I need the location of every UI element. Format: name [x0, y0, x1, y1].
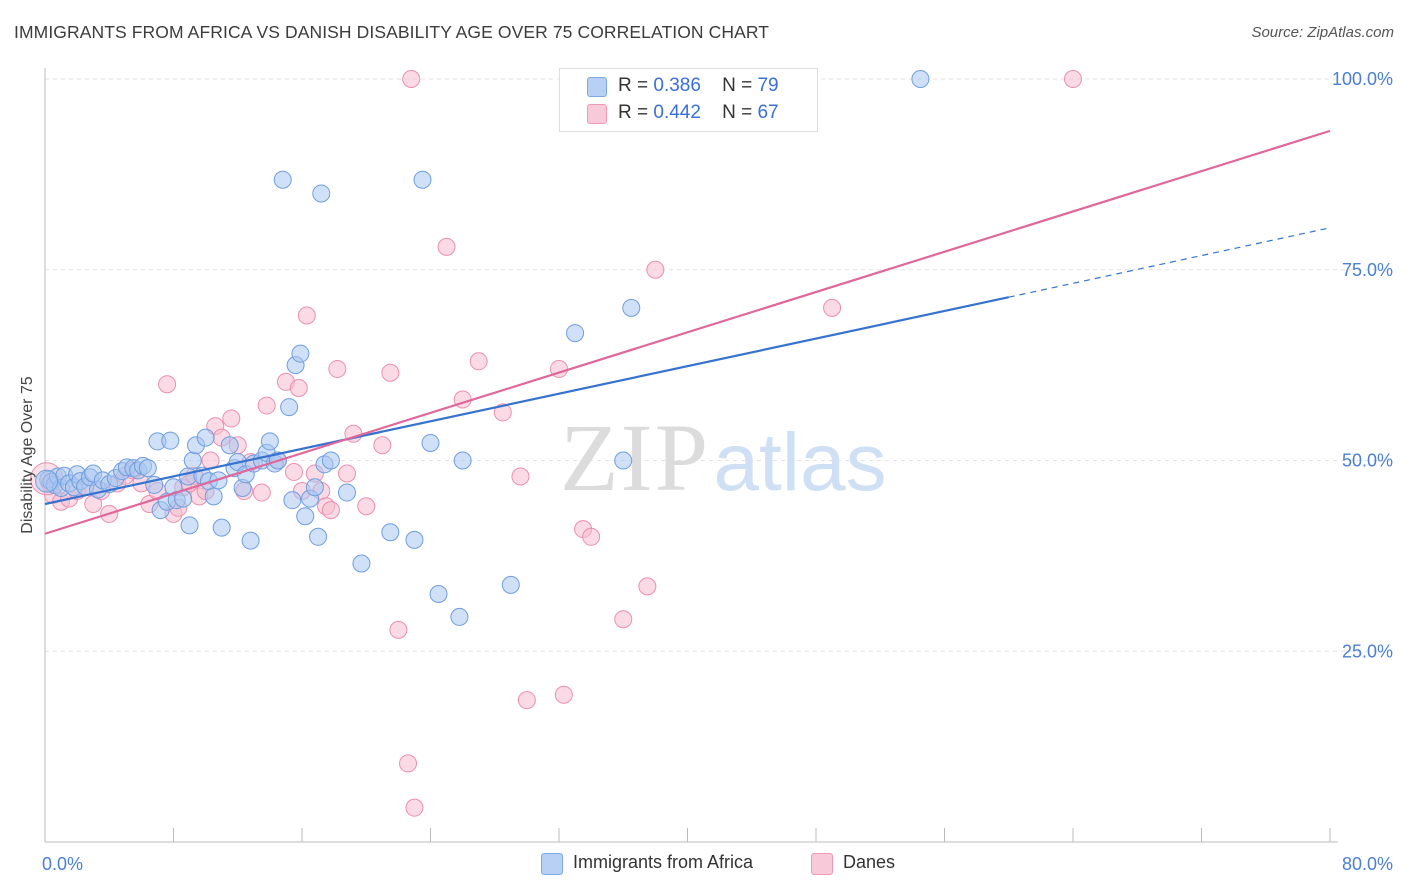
data-point-africa	[450, 607, 469, 626]
data-point-africa	[429, 585, 448, 604]
data-point-africa	[183, 451, 202, 470]
bottom-legend-label-danes: Danes	[843, 852, 896, 872]
data-point-danes	[381, 363, 400, 382]
data-point-africa	[352, 554, 371, 573]
trend-line-danes	[44, 129, 1331, 535]
data-point-africa	[312, 184, 331, 203]
data-point-danes	[222, 409, 241, 428]
data-point-africa	[413, 170, 432, 189]
bottom-legend-label-africa: Immigrants from Africa	[573, 852, 754, 872]
data-point-africa	[196, 428, 215, 447]
data-point-danes	[373, 436, 392, 455]
trend-lines	[44, 129, 1331, 535]
data-point-africa	[241, 531, 260, 550]
data-point-africa	[337, 483, 356, 502]
data-point-danes	[328, 359, 347, 378]
data-point-danes	[469, 352, 488, 371]
data-point-danes	[437, 237, 456, 256]
legend-r-label: R =	[618, 102, 649, 123]
data-point-danes	[389, 620, 408, 639]
data-point-africa	[321, 451, 340, 470]
watermark: ZIP atlas	[560, 404, 887, 511]
data-point-danes	[297, 306, 316, 325]
data-point-danes	[646, 260, 665, 279]
chart-source: Source: ZipAtlas.com	[1251, 24, 1394, 41]
data-point-africa	[204, 487, 223, 506]
watermark-zip: ZIP	[560, 404, 710, 511]
grid-lines	[45, 78, 1390, 652]
data-point-africa	[296, 507, 315, 526]
x-tick-label: 80.0%	[1342, 854, 1393, 874]
legend-n-label: N =	[722, 75, 753, 96]
data-point-africa	[614, 451, 633, 470]
africa-points	[35, 70, 930, 626]
data-point-africa	[381, 523, 400, 542]
data-point-danes	[257, 396, 276, 415]
data-point-danes	[638, 577, 657, 596]
legend-r-value: 0.386	[653, 75, 701, 96]
legend-r-value: 0.442	[653, 102, 701, 123]
data-point-danes	[284, 462, 303, 481]
data-point-danes	[823, 298, 842, 317]
data-point-danes	[554, 685, 573, 704]
data-point-africa	[566, 324, 585, 343]
data-point-africa	[405, 530, 424, 549]
data-point-africa	[309, 527, 328, 546]
data-point-africa	[35, 469, 59, 493]
data-point-africa	[453, 451, 472, 470]
legend-n-value: 67	[757, 102, 779, 123]
bottom-legend-swatch-africa	[541, 853, 563, 875]
y-tick-label: 50.0%	[1342, 451, 1393, 471]
data-point-danes	[357, 497, 376, 516]
chart-title: IMMIGRANTS FROM AFRICA VS DANISH DISABIL…	[14, 22, 770, 42]
watermark-atlas: atlas	[713, 417, 886, 508]
data-point-africa	[305, 478, 324, 497]
data-point-danes	[1064, 70, 1082, 88]
tick-labels: 100.0% 75.0% 50.0% 25.0% 0.0% 80.0%	[42, 69, 1393, 874]
data-point-danes	[402, 70, 421, 88]
legend-n-label: N =	[722, 102, 753, 123]
data-point-africa	[911, 70, 930, 88]
y-tick-label: 75.0%	[1342, 260, 1393, 280]
data-point-africa	[283, 491, 302, 510]
data-point-africa	[501, 575, 520, 594]
data-point-africa	[161, 431, 180, 450]
trend-line-africa	[44, 296, 1009, 506]
data-point-danes	[614, 610, 633, 629]
data-point-africa	[273, 170, 292, 189]
legend-n-value: 79	[757, 75, 779, 96]
trend-line-africa-extension	[1008, 227, 1331, 298]
data-point-danes	[493, 403, 512, 422]
axes	[44, 68, 1338, 843]
data-point-danes	[252, 483, 271, 502]
data-point-africa	[280, 398, 299, 417]
y-axis-title: Disability Age Over 75	[19, 376, 36, 534]
legend-swatch-danes	[587, 104, 607, 124]
stats-legend: R = 0.386 N = 79 R = 0.442 N = 67	[559, 68, 818, 132]
data-point-danes	[405, 798, 424, 817]
data-point-africa	[180, 516, 199, 535]
y-tick-label: 100.0%	[1332, 69, 1393, 89]
legend-r-label: R =	[618, 75, 649, 96]
data-point-danes	[511, 467, 530, 486]
data-point-africa	[421, 433, 440, 452]
data-point-africa	[260, 432, 279, 451]
data-point-africa	[212, 518, 231, 537]
x-tick-label: 0.0%	[42, 854, 83, 874]
data-point-danes	[321, 501, 340, 520]
data-point-danes	[517, 691, 536, 710]
data-point-africa	[220, 436, 239, 455]
data-point-danes	[582, 527, 601, 546]
data-point-africa	[622, 298, 641, 317]
y-tick-label: 25.0%	[1342, 641, 1393, 661]
data-point-danes	[399, 754, 418, 773]
data-point-africa	[138, 459, 157, 478]
data-point-africa	[291, 344, 310, 363]
data-point-danes	[158, 375, 177, 394]
bottom-legend-swatch-danes	[811, 853, 833, 875]
data-point-danes	[337, 464, 356, 483]
data-point-danes	[289, 379, 308, 398]
legend-swatch-africa	[587, 77, 607, 97]
